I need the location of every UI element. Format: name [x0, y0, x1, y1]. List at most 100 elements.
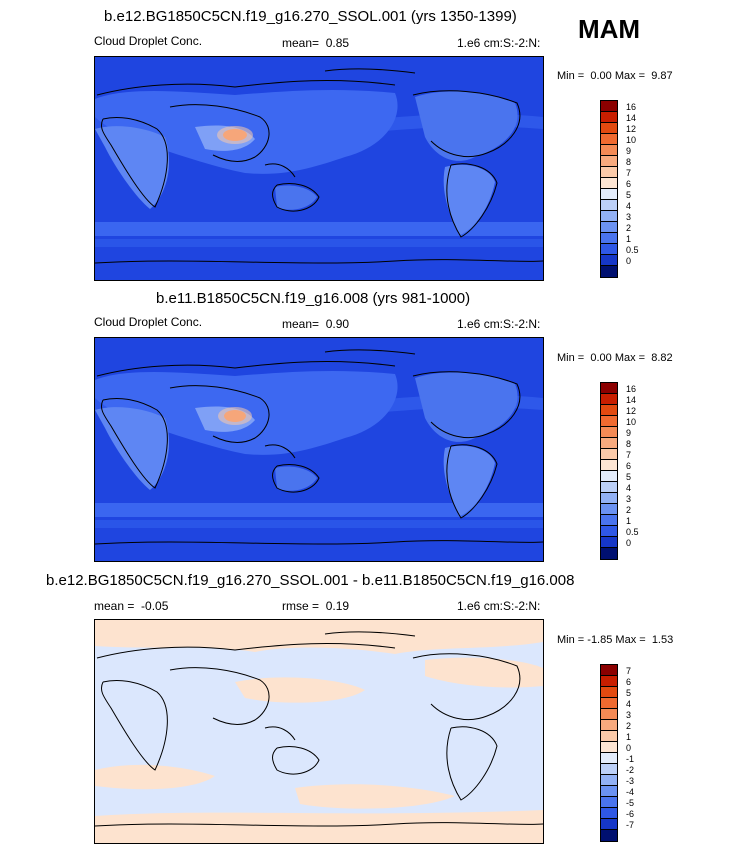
colorbar-tick-label: 16: [626, 102, 637, 112]
africa-field: [95, 126, 170, 209]
colorbar-tick-label: 0: [626, 743, 632, 753]
panel-2-map: [94, 337, 544, 562]
panel-1-units: 1.e6 cm:S:-2:N:: [457, 36, 541, 50]
colorbar-tick-label: 0: [626, 256, 632, 266]
panel-2-map-plot: [95, 338, 543, 561]
colorbar-swatch: [601, 460, 617, 471]
panel-1-min-max: Min = 0.00 Max = 9.87: [557, 70, 673, 82]
panel-3-rmse-label: rmse = 0.19: [282, 599, 350, 613]
coastlines: [95, 68, 543, 264]
colorbar-tick-label: 6: [626, 461, 632, 471]
colorbar-tick-label: 12: [626, 406, 637, 416]
colorbar-tick-label: 10: [626, 417, 637, 427]
colorbar-tick-label: 1: [626, 732, 632, 742]
colorbar-swatch: [601, 178, 617, 189]
colorbar-swatch: [601, 405, 617, 416]
panel-2-colorbar: [600, 382, 618, 560]
colorbar-swatch: [601, 101, 617, 112]
panel-3-title: b.e12.BG1850C5CN.f19_g16.270_SSOL.001 - …: [46, 572, 575, 589]
colorbar-swatch: [601, 830, 617, 841]
colorbar-swatch: [601, 123, 617, 134]
colorbar-swatch: [601, 438, 617, 449]
colorbar-tick-label: 0: [626, 538, 632, 548]
colorbar-swatch: [601, 515, 617, 526]
colorbar-swatch: [601, 482, 617, 493]
colorbar-swatch: [601, 189, 617, 200]
colorbar-swatch: [601, 808, 617, 819]
south-america-field: [443, 164, 495, 235]
colorbar-swatch: [601, 548, 617, 559]
positive-patch-polar: [95, 810, 543, 843]
colorbar-tick-label: -3: [626, 776, 635, 786]
positive-patch-south-west: [95, 764, 215, 790]
australia-field: [275, 185, 317, 210]
colorbar-swatch: [601, 764, 617, 775]
panel-2-units: 1.e6 cm:S:-2:N:: [457, 317, 541, 331]
colorbar-tick-label: 9: [626, 146, 632, 156]
australia-field: [275, 466, 317, 491]
panel-3-units: 1.e6 cm:S:-2:N:: [457, 599, 541, 613]
south-america-field: [443, 445, 495, 516]
colorbar-swatch: [601, 504, 617, 515]
colorbar-swatch: [601, 493, 617, 504]
colorbar-tick-label: 6: [626, 179, 632, 189]
southern-band: [95, 503, 543, 517]
southern-band-inner: [95, 520, 543, 528]
colorbar-swatch: [601, 416, 617, 427]
positive-patch-pacific: [235, 677, 365, 703]
colorbar-swatch: [601, 266, 617, 277]
colorbar-swatch: [601, 819, 617, 830]
colorbar-tick-label: 14: [626, 395, 637, 405]
colorbar-tick-label: 1: [626, 234, 632, 244]
colorbar-swatch: [601, 211, 617, 222]
season-label: MAM: [578, 14, 641, 44]
colorbar-tick-label: 0.5: [626, 527, 639, 537]
colorbar-swatch: [601, 394, 617, 405]
panel-2-mean-label: mean= 0.90: [282, 317, 350, 331]
southern-band-inner: [95, 239, 543, 247]
north-america-field: [415, 91, 518, 161]
colorbar-swatch: [601, 233, 617, 244]
panel-3-min-max: Min = -1.85 Max = 1.53: [557, 634, 674, 646]
colorbar-tick-label: 4: [626, 201, 632, 211]
colorbar-swatch: [601, 698, 617, 709]
colorbar-tick-label: 2: [626, 721, 632, 731]
colorbar-tick-label: 4: [626, 699, 632, 709]
difference-field: [95, 620, 543, 843]
coastlines: [95, 631, 543, 827]
colorbar-tick-label: 2: [626, 505, 632, 515]
panel-3-colorbar: [600, 664, 618, 842]
colorbar-tick-label: -7: [626, 820, 635, 830]
north-america-field: [415, 372, 518, 442]
colorbar-swatch: [601, 526, 617, 537]
colorbar-tick-label: 7: [626, 666, 632, 676]
colorbar-tick-label: 0.5: [626, 245, 639, 255]
colorbar-tick-label: 9: [626, 428, 632, 438]
panel-3-map: [94, 619, 544, 844]
hotspot-halo: [218, 407, 252, 425]
panel-2-title: b.e11.B1850C5CN.f19_g16.008 (yrs 981-100…: [156, 290, 471, 307]
positive-patch-north: [95, 620, 543, 654]
panel-1-map-plot: [95, 57, 543, 280]
colorbar-swatch: [601, 471, 617, 482]
colorbar-tick-label: 6: [626, 677, 632, 687]
colorbar-swatch: [601, 167, 617, 178]
panel-3-map-plot: [95, 620, 543, 843]
colorbar-swatch: [601, 383, 617, 394]
africa-field: [95, 407, 170, 490]
colorbar-tick-label: 5: [626, 688, 632, 698]
colorbar-swatch: [601, 145, 617, 156]
colorbar-tick-label: -1: [626, 754, 635, 764]
panel-2-min-max: Min = 0.00 Max = 8.82: [557, 352, 673, 364]
colorbar-tick-label: 3: [626, 212, 632, 222]
panel-2-variable-label: Cloud Droplet Conc.: [94, 315, 203, 329]
positive-patch-south: [295, 784, 455, 809]
colorbar-swatch: [601, 449, 617, 460]
colorbar-tick-label: 3: [626, 710, 632, 720]
colorbar-swatch: [601, 222, 617, 233]
colorbar-swatch: [601, 709, 617, 720]
colorbar-tick-label: 2: [626, 223, 632, 233]
colorbar-tick-label: 1: [626, 516, 632, 526]
colorbar-swatch: [601, 676, 617, 687]
colorbar-swatch: [601, 244, 617, 255]
